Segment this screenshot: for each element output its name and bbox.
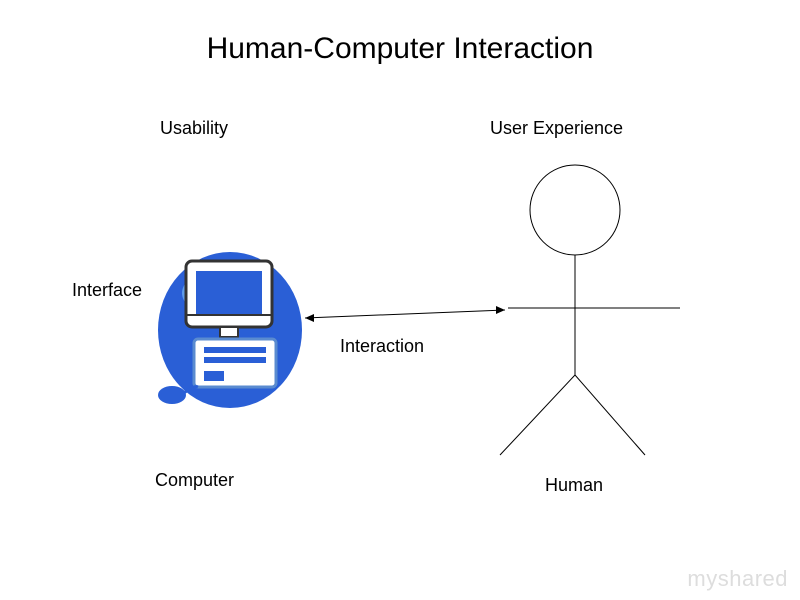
interaction-arrow-icon <box>0 0 800 600</box>
watermark: myshared <box>687 566 788 592</box>
